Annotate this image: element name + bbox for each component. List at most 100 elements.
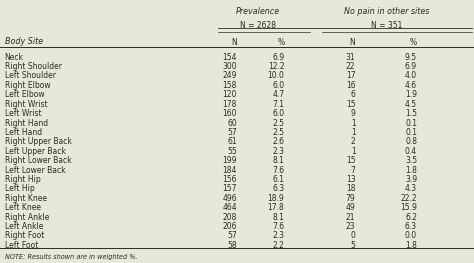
Text: Right Foot: Right Foot — [5, 231, 44, 240]
Text: 9: 9 — [351, 109, 356, 118]
Text: 6: 6 — [351, 90, 356, 99]
Text: 22.2: 22.2 — [401, 194, 417, 203]
Text: 79: 79 — [346, 194, 356, 203]
Text: 5: 5 — [351, 241, 356, 250]
Text: 2.5: 2.5 — [273, 119, 284, 128]
Text: N: N — [350, 38, 356, 47]
Text: 199: 199 — [222, 156, 237, 165]
Text: 2.3: 2.3 — [273, 231, 284, 240]
Text: 15: 15 — [346, 100, 356, 109]
Text: Left Upper Back: Left Upper Back — [5, 147, 65, 156]
Text: 8.1: 8.1 — [273, 156, 284, 165]
Text: Right Upper Back: Right Upper Back — [5, 137, 72, 146]
Text: 178: 178 — [223, 100, 237, 109]
Text: 7.6: 7.6 — [272, 222, 284, 231]
Text: 0.1: 0.1 — [405, 119, 417, 128]
Text: 2.5: 2.5 — [273, 128, 284, 137]
Text: Right Ankle: Right Ankle — [5, 213, 49, 222]
Text: No pain in other sites: No pain in other sites — [344, 7, 429, 16]
Text: 1.8: 1.8 — [405, 166, 417, 175]
Text: 15: 15 — [346, 156, 356, 165]
Text: 120: 120 — [223, 90, 237, 99]
Text: Right Elbow: Right Elbow — [5, 81, 50, 90]
Text: 4.5: 4.5 — [405, 100, 417, 109]
Text: 1: 1 — [351, 119, 356, 128]
Text: 6.3: 6.3 — [405, 222, 417, 231]
Text: 0.4: 0.4 — [405, 147, 417, 156]
Text: Prevalence: Prevalence — [236, 7, 281, 16]
Text: 158: 158 — [223, 81, 237, 90]
Text: 154: 154 — [222, 53, 237, 62]
Text: Right Wrist: Right Wrist — [5, 100, 47, 109]
Text: NOTE: Results shown are in weighted %.: NOTE: Results shown are in weighted %. — [5, 254, 137, 260]
Text: 12.2: 12.2 — [268, 62, 284, 71]
Text: 4.3: 4.3 — [405, 184, 417, 193]
Text: 7: 7 — [351, 166, 356, 175]
Text: 0.0: 0.0 — [405, 231, 417, 240]
Text: 21: 21 — [346, 213, 356, 222]
Text: 17.8: 17.8 — [268, 203, 284, 212]
Text: %: % — [277, 38, 284, 47]
Text: 496: 496 — [222, 194, 237, 203]
Text: N = 351: N = 351 — [371, 21, 402, 30]
Text: Neck: Neck — [5, 53, 24, 62]
Text: Left Elbow: Left Elbow — [5, 90, 45, 99]
Text: 17: 17 — [346, 72, 356, 80]
Text: 156: 156 — [222, 175, 237, 184]
Text: 16: 16 — [346, 81, 356, 90]
Text: 6.1: 6.1 — [273, 175, 284, 184]
Text: 157: 157 — [222, 184, 237, 193]
Text: 1: 1 — [351, 128, 356, 137]
Text: Left Hip: Left Hip — [5, 184, 35, 193]
Text: Left Lower Back: Left Lower Back — [5, 166, 65, 175]
Text: 7.1: 7.1 — [273, 100, 284, 109]
Text: 13: 13 — [346, 175, 356, 184]
Text: N: N — [231, 38, 237, 47]
Text: 2.3: 2.3 — [273, 147, 284, 156]
Text: 464: 464 — [222, 203, 237, 212]
Text: 208: 208 — [223, 213, 237, 222]
Text: 1.9: 1.9 — [405, 90, 417, 99]
Text: 57: 57 — [227, 231, 237, 240]
Text: 0: 0 — [351, 231, 356, 240]
Text: 6.9: 6.9 — [405, 62, 417, 71]
Text: Right Lower Back: Right Lower Back — [5, 156, 72, 165]
Text: %: % — [410, 38, 417, 47]
Text: 23: 23 — [346, 222, 356, 231]
Text: 6.9: 6.9 — [272, 53, 284, 62]
Text: Right Knee: Right Knee — [5, 194, 47, 203]
Text: 57: 57 — [227, 128, 237, 137]
Text: 18.9: 18.9 — [268, 194, 284, 203]
Text: N = 2628: N = 2628 — [240, 21, 276, 30]
Text: Left Foot: Left Foot — [5, 241, 38, 250]
Text: Left Hand: Left Hand — [5, 128, 42, 137]
Text: 49: 49 — [346, 203, 356, 212]
Text: 2.6: 2.6 — [273, 137, 284, 146]
Text: 10.0: 10.0 — [267, 72, 284, 80]
Text: Right Shoulder: Right Shoulder — [5, 62, 62, 71]
Text: 2.2: 2.2 — [273, 241, 284, 250]
Text: 4.7: 4.7 — [272, 90, 284, 99]
Text: 2: 2 — [351, 137, 356, 146]
Text: 1: 1 — [351, 147, 356, 156]
Text: 8.1: 8.1 — [273, 213, 284, 222]
Text: 6.0: 6.0 — [272, 81, 284, 90]
Text: 3.9: 3.9 — [405, 175, 417, 184]
Text: 61: 61 — [228, 137, 237, 146]
Text: 22: 22 — [346, 62, 356, 71]
Text: Left Ankle: Left Ankle — [5, 222, 43, 231]
Text: Left Wrist: Left Wrist — [5, 109, 41, 118]
Text: Right Hand: Right Hand — [5, 119, 48, 128]
Text: 58: 58 — [228, 241, 237, 250]
Text: 6.3: 6.3 — [272, 184, 284, 193]
Text: 0.1: 0.1 — [405, 128, 417, 137]
Text: 6.2: 6.2 — [405, 213, 417, 222]
Text: 184: 184 — [223, 166, 237, 175]
Text: 300: 300 — [222, 62, 237, 71]
Text: 1.8: 1.8 — [405, 241, 417, 250]
Text: 6.0: 6.0 — [272, 109, 284, 118]
Text: Left Knee: Left Knee — [5, 203, 41, 212]
Text: 1.5: 1.5 — [405, 109, 417, 118]
Text: 18: 18 — [346, 184, 356, 193]
Text: Left Shoulder: Left Shoulder — [5, 72, 56, 80]
